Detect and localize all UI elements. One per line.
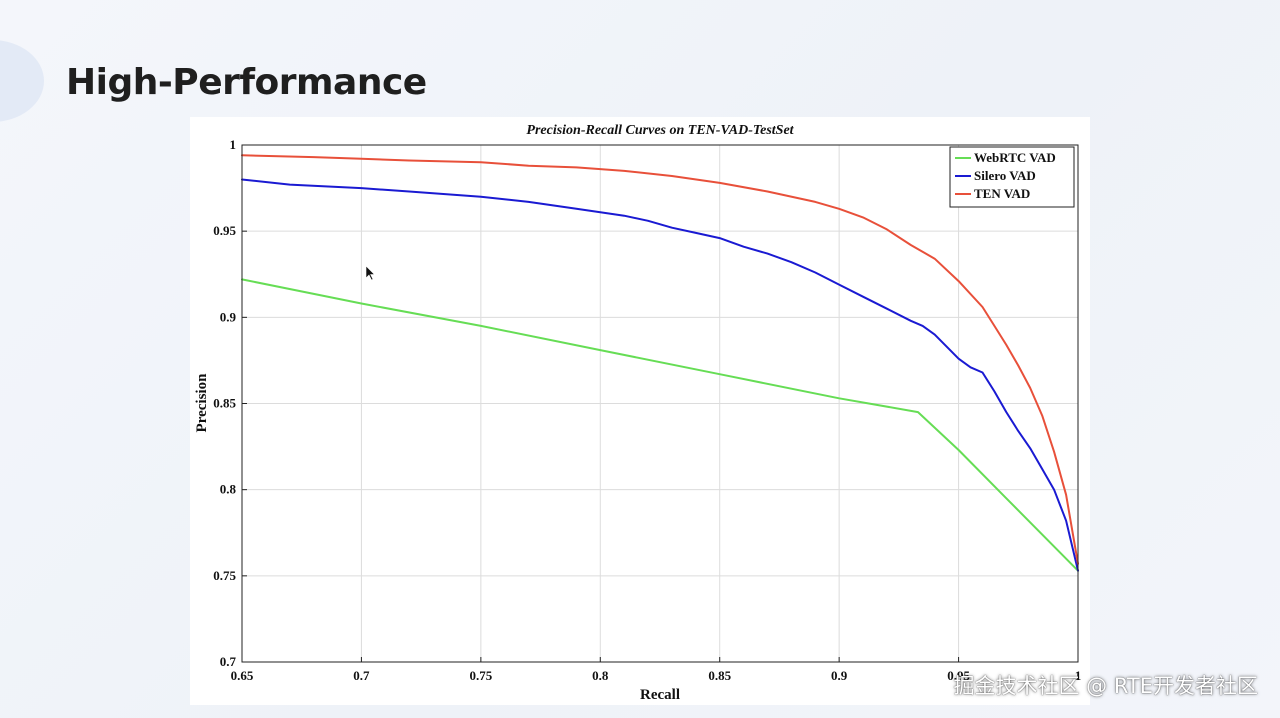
legend-label: Silero VAD: [974, 168, 1036, 183]
chart-background: [190, 117, 1090, 705]
slide-title: High-Performance: [66, 62, 427, 103]
y-tick-label: 1: [230, 137, 237, 152]
chart-title: Precision-Recall Curves on TEN-VAD-TestS…: [526, 123, 794, 138]
tick-layer: 0.65 0.7 0.75 0.8 0.85 0.9 0.95 10.70.750.80.85…: [213, 137, 1081, 683]
y-tick-label: 0.75: [213, 568, 236, 583]
y-tick-label: 0.9: [220, 309, 237, 324]
pr-curve-chart: 0.65 0.7 0.75 0.8 0.85 0.9 0.95 10.70.750.80.85…: [190, 117, 1090, 705]
x-tick-label: 0.85: [708, 668, 731, 683]
y-tick-label: 0.7: [220, 654, 237, 669]
x-tick-label: 0.95: [947, 668, 970, 683]
x-tick-label: 0.8: [592, 668, 609, 683]
series-layer: [241, 154, 1079, 572]
x-axis-label: Recall: [640, 687, 680, 703]
legend-label: TEN VAD: [974, 186, 1030, 201]
x-tick-label: 0.65: [231, 668, 254, 683]
y-tick-label: 0.95: [213, 223, 236, 238]
decorative-circle: [0, 40, 44, 122]
watermark: 掘金技术社区 @ RTE开发者社区: [953, 674, 1258, 698]
x-tick-label: 0.7: [353, 668, 370, 683]
y-axis-label: Precision: [194, 373, 210, 433]
series-line-webrtc-vad: [241, 278, 1079, 572]
series-line-ten-vad: [241, 154, 1079, 565]
x-tick-label: 1: [1075, 668, 1082, 683]
y-tick-label: 0.8: [220, 482, 237, 497]
legend-label: WebRTC VAD: [974, 150, 1056, 165]
y-tick-label: 0.85: [213, 396, 236, 411]
x-tick-label: 0.75: [469, 668, 492, 683]
series-line-silero-vad: [241, 178, 1079, 572]
x-tick-label: 0.9: [831, 668, 848, 683]
mouse-cursor-icon: [366, 266, 376, 281]
legend: WebRTC VAD Silero VAD TEN VAD: [949, 146, 1075, 208]
chart-panel: 0.65 0.7 0.75 0.8 0.85 0.9 0.95 1 0.7 0.75 0.8 0.85…: [190, 117, 1090, 705]
